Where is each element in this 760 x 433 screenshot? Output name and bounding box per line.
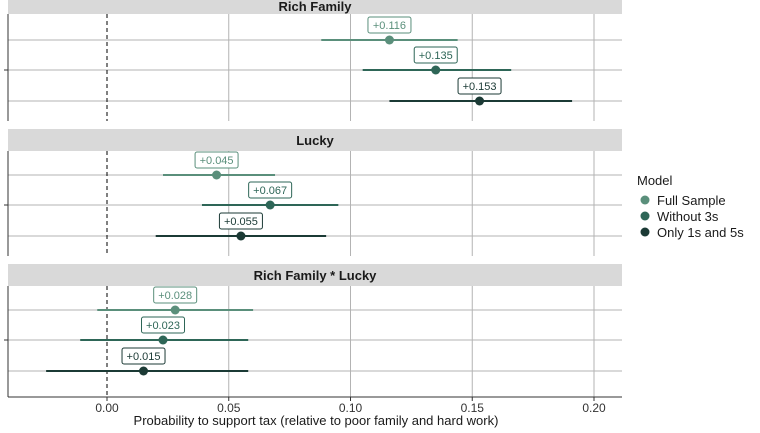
panel-strip xyxy=(8,0,622,14)
data-label-box xyxy=(218,212,263,230)
point-estimate xyxy=(139,366,149,376)
legend-title: Model xyxy=(637,173,673,188)
estimate-full-sample: +0.045 xyxy=(163,151,276,180)
estimate-without-3s: +0.023 xyxy=(80,316,249,345)
data-label: +0.023 xyxy=(146,320,180,332)
x-tick-label: 0.00 xyxy=(95,401,119,415)
panel-title: Lucky xyxy=(296,133,334,148)
x-tick-label: 0.15 xyxy=(461,401,485,415)
data-label-box xyxy=(367,16,412,34)
estimate-without-3s: +0.067 xyxy=(201,181,339,210)
panel-0: Rich Family +0.116 +0.135 +0.153 xyxy=(4,0,622,121)
data-label: +0.116 xyxy=(373,20,406,32)
x-axis-label: Probability to support tax (relative to … xyxy=(134,413,499,428)
legend-marker xyxy=(640,211,650,221)
panel-strip xyxy=(8,264,622,286)
point-estimate xyxy=(431,65,441,75)
data-label-box xyxy=(141,316,186,334)
legend-item-full-sample: Full Sample xyxy=(640,193,726,208)
data-label: +0.015 xyxy=(127,351,161,363)
point-estimate xyxy=(475,96,485,106)
point-estimate xyxy=(236,231,246,241)
x-tick-label: 0.20 xyxy=(582,401,606,415)
x-tick-label: 0.10 xyxy=(339,401,363,415)
point-estimate xyxy=(158,335,168,345)
estimate-full-sample: +0.116 xyxy=(321,16,458,45)
data-label: +0.153 xyxy=(463,81,497,93)
estimate-only-1s-and-5s: +0.015 xyxy=(46,347,249,376)
x-tick-label: 0.05 xyxy=(217,401,241,415)
data-label: +0.028 xyxy=(158,290,192,302)
panel-strip xyxy=(8,129,622,151)
panel-2: Rich Family * Lucky +0.028 +0.023 +0.015 xyxy=(4,264,622,397)
panel-title: Rich Family * Lucky xyxy=(254,268,378,283)
panel-title: Rich Family xyxy=(279,0,353,14)
data-label-box xyxy=(248,181,293,199)
legend-label: Only 1s and 5s xyxy=(657,225,744,240)
data-label-box xyxy=(121,347,166,365)
legend-marker xyxy=(640,195,650,205)
legend-label: Without 3s xyxy=(657,209,719,224)
point-estimate xyxy=(170,305,180,315)
data-label: +0.135 xyxy=(419,50,453,62)
data-label-box xyxy=(153,286,198,304)
panel-1: Lucky +0.045 +0.067 +0.055 xyxy=(4,129,622,256)
data-label: +0.055 xyxy=(224,216,258,228)
data-label-box xyxy=(194,151,239,169)
point-estimate xyxy=(384,35,394,45)
legend-item-only-1s-and-5s: Only 1s and 5s xyxy=(640,225,744,240)
legend-marker xyxy=(640,227,650,237)
data-label: +0.045 xyxy=(200,155,234,167)
data-label: +0.067 xyxy=(253,185,287,197)
estimate-without-3s: +0.135 xyxy=(362,46,512,75)
legend-label: Full Sample xyxy=(657,193,726,208)
estimate-full-sample: +0.028 xyxy=(97,286,254,315)
point-estimate xyxy=(212,170,222,180)
estimate-only-1s-and-5s: +0.055 xyxy=(155,212,327,241)
data-label-box xyxy=(457,77,502,95)
data-label-box xyxy=(413,46,458,64)
point-estimate xyxy=(265,200,275,210)
legend-item-without-3s: Without 3s xyxy=(640,209,719,224)
estimate-only-1s-and-5s: +0.153 xyxy=(389,77,573,106)
